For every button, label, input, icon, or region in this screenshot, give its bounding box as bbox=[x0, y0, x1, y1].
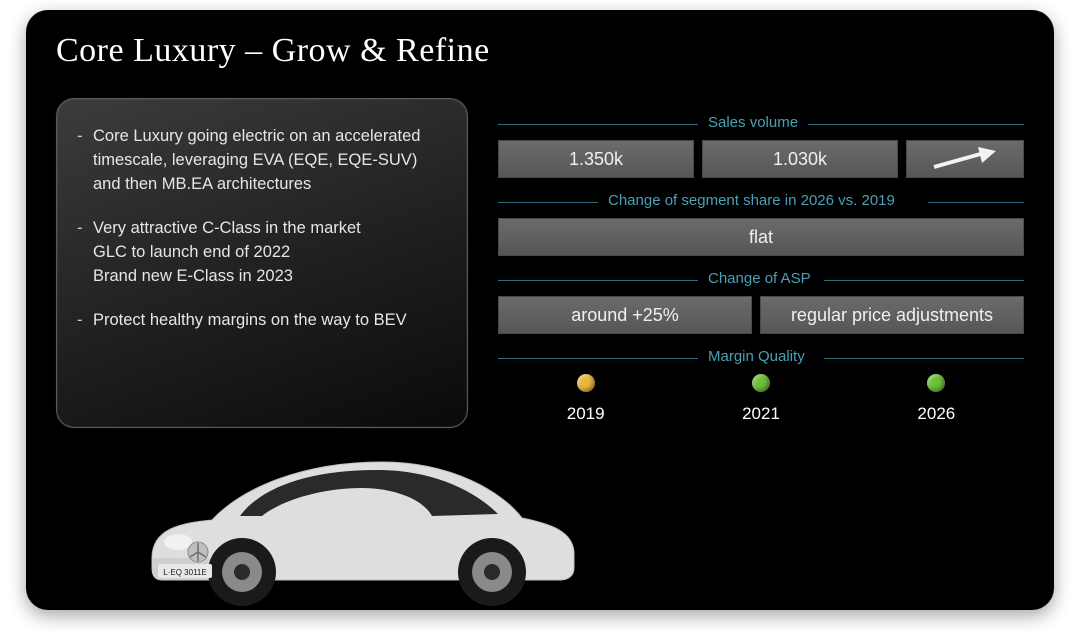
asp-cell-1: around +25% bbox=[498, 296, 752, 334]
margin-quality-year: 2026 bbox=[917, 404, 955, 424]
section-header: Margin Quality bbox=[498, 348, 1024, 368]
license-plate-text: L·EQ 3011E bbox=[163, 568, 206, 577]
section-header: Change of segment share in 2026 vs. 2019 bbox=[498, 192, 1024, 212]
status-dot-icon bbox=[577, 374, 595, 392]
bullet-list: Core Luxury going electric on an acceler… bbox=[75, 125, 441, 332]
sales-volume-row: 1.350k 1.030k bbox=[498, 140, 1024, 178]
car-illustration: L·EQ 3011E bbox=[122, 408, 592, 608]
margin-quality-year: 2021 bbox=[742, 404, 780, 424]
section-sales-volume: Sales volume 1.350k 1.030k bbox=[498, 114, 1024, 178]
status-dot-icon bbox=[927, 374, 945, 392]
margin-quality-year: 2019 bbox=[567, 404, 605, 424]
bullet-panel: Core Luxury going electric on an acceler… bbox=[56, 98, 468, 428]
segment-share-cell: flat bbox=[498, 218, 1024, 256]
section-label: Margin Quality bbox=[708, 348, 805, 365]
section-header: Change of ASP bbox=[498, 270, 1024, 290]
section-header: Sales volume bbox=[498, 114, 1024, 134]
margin-quality-col: 2019 bbox=[498, 374, 673, 424]
margin-quality-row: 2019 2021 2026 bbox=[498, 374, 1024, 424]
section-asp: Change of ASP around +25% regular price … bbox=[498, 270, 1024, 334]
metrics-column: Sales volume 1.350k 1.030k Change of seg… bbox=[498, 114, 1024, 424]
bullet-item: Protect healthy margins on the way to BE… bbox=[75, 309, 441, 333]
section-segment-share: Change of segment share in 2026 vs. 2019… bbox=[498, 192, 1024, 256]
section-label: Change of segment share in 2026 vs. 2019 bbox=[608, 192, 895, 209]
section-label: Change of ASP bbox=[708, 270, 811, 287]
section-margin-quality: Margin Quality 2019 2021 2026 bbox=[498, 348, 1024, 424]
asp-cell-2: regular price adjustments bbox=[760, 296, 1024, 334]
sales-volume-arrow-cell bbox=[906, 140, 1024, 178]
bullet-item: Very attractive C-Class in the market GL… bbox=[75, 217, 441, 289]
section-label: Sales volume bbox=[708, 114, 798, 131]
margin-quality-col: 2026 bbox=[849, 374, 1024, 424]
margin-quality-col: 2021 bbox=[673, 374, 848, 424]
arrow-up-right-icon bbox=[928, 145, 1002, 173]
slide: Core Luxury – Grow & Refine Core Luxury … bbox=[26, 10, 1054, 610]
sales-volume-cell-2: 1.030k bbox=[702, 140, 898, 178]
status-dot-icon bbox=[752, 374, 770, 392]
bullet-item: Core Luxury going electric on an acceler… bbox=[75, 125, 441, 197]
sales-volume-cell-1: 1.350k bbox=[498, 140, 694, 178]
slide-title: Core Luxury – Grow & Refine bbox=[56, 32, 490, 70]
